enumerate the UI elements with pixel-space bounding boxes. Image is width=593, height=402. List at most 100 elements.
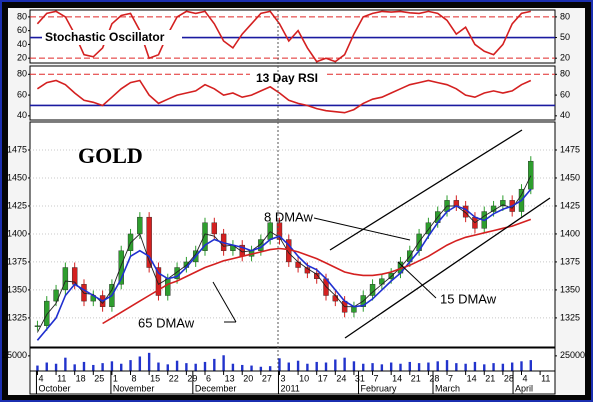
volume-bar	[231, 363, 235, 371]
volume-bar	[334, 359, 337, 371]
y-tick-label: 1325	[7, 312, 27, 322]
x-tick-label: 1	[113, 373, 118, 383]
y2-tick-label: 1475	[560, 144, 580, 154]
volume-bar	[82, 361, 86, 371]
month-label: April	[515, 383, 533, 393]
volume-bar	[324, 362, 328, 371]
series-line	[36, 10, 531, 63]
volume-bar	[343, 357, 346, 371]
candle-body	[500, 200, 506, 207]
y-tick-label: 1375	[7, 256, 27, 266]
volume-bar	[120, 363, 123, 371]
volume-bar	[166, 364, 169, 371]
x-tick-label: 15	[150, 373, 160, 383]
candle-body	[453, 200, 460, 207]
volume-bar	[175, 360, 179, 371]
y2-tick-label: 25000	[560, 350, 585, 360]
candle-body	[528, 160, 534, 190]
y-tick-label: 20	[17, 53, 27, 63]
candle-body	[53, 289, 59, 302]
y2-tick-label: 1350	[560, 284, 580, 294]
volume-bar	[157, 362, 160, 371]
candle-body	[351, 306, 357, 313]
candle-body	[44, 300, 50, 326]
panel-title: 13 Day RSI	[256, 71, 318, 85]
y2-tick-label: 60	[560, 89, 570, 99]
x-tick-label: 28	[504, 373, 514, 383]
y-tick-label: 1400	[7, 228, 27, 238]
volume-bar	[464, 363, 467, 371]
candle-body	[267, 222, 273, 240]
x-tick-label: 11	[541, 373, 550, 383]
series-line	[36, 188, 532, 341]
y-tick-label: 80	[17, 69, 27, 79]
panel	[29, 347, 556, 372]
panel	[29, 121, 556, 348]
title-bg	[42, 30, 182, 45]
panel-title: Stochastic Oscillator	[45, 30, 165, 44]
panels: 20 40 60 80 20 50 80 Stochastic Oscillator 40 60 8…	[2, 9, 585, 395]
volume-bar	[278, 358, 281, 371]
x-tick-label: 27	[262, 373, 272, 383]
y2-tick-label: 1325	[560, 312, 580, 322]
candle-body	[118, 250, 124, 285]
candle-body	[34, 325, 41, 327]
volume-bar	[399, 363, 402, 371]
volume-bar	[259, 366, 263, 371]
volume-bar	[483, 364, 486, 371]
volume-bar	[36, 365, 39, 371]
candle-body	[211, 222, 218, 235]
volume-bar	[371, 363, 374, 371]
annotation: 15 DMAw	[440, 291, 497, 306]
annotation: 65 DMAw	[138, 315, 195, 330]
volume-bar	[529, 360, 532, 371]
candle-body	[62, 267, 69, 291]
volume-bar	[185, 363, 188, 371]
annotation-pointers	[212, 217, 437, 323]
candle-body	[202, 222, 208, 251]
month-label: November	[113, 383, 155, 393]
volume-bar	[268, 366, 272, 371]
volume-bar	[92, 364, 95, 371]
x-tick-label: 22	[169, 373, 179, 383]
volume-bar	[64, 357, 67, 371]
volume-bar	[380, 364, 384, 371]
month-label: February	[361, 383, 398, 393]
volume-bar	[306, 363, 309, 371]
volume-bar	[194, 363, 197, 371]
volume-bar	[250, 365, 253, 371]
volume-bar	[110, 361, 114, 371]
y2-tick-label: 50	[560, 32, 570, 42]
volume-bar	[408, 361, 411, 371]
series-line	[36, 79, 532, 114]
candle-body	[314, 272, 320, 279]
x-tick-label: 6	[206, 373, 211, 383]
x-tick-label: 14	[467, 373, 477, 383]
month-label: 2011	[280, 383, 299, 393]
y-tick-label: 80	[17, 11, 27, 21]
channel-lower	[344, 197, 551, 339]
y-tick-label: 40	[17, 110, 27, 120]
x-tick-label: 31	[355, 373, 365, 383]
x-tick-label: 4	[522, 373, 527, 383]
y-tick-label: 1350	[7, 284, 27, 294]
y-tick-label: 1475	[7, 144, 27, 154]
volume-bar	[389, 362, 393, 371]
y2-tick-label: 20	[560, 53, 570, 63]
month-label: October	[38, 383, 70, 393]
y2-tick-label: 80	[560, 69, 570, 79]
x-tick-label: 7	[374, 373, 379, 383]
volume-bar	[73, 364, 76, 371]
volume-bar	[222, 355, 225, 371]
month-label: March	[435, 383, 460, 393]
candle-body	[137, 216, 143, 235]
y2-tick-label: 1450	[560, 172, 580, 182]
volume-bar	[362, 363, 365, 371]
channel	[329, 129, 551, 339]
volume-bar	[445, 360, 449, 371]
x-tick-label: 7	[448, 373, 453, 383]
candle-body	[425, 222, 432, 235]
y2-tick-label: 1400	[560, 228, 580, 238]
volume-bar	[213, 358, 216, 371]
